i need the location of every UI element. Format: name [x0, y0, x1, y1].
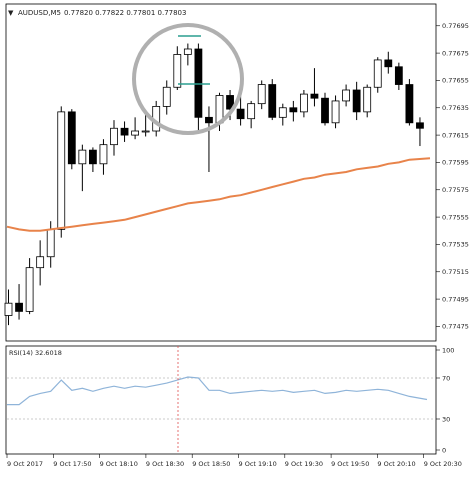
candle-bear — [405, 84, 414, 124]
moving-average-line — [6, 157, 431, 232]
price-tick-label: 0.77515 — [442, 268, 469, 276]
candle-bull — [78, 149, 87, 165]
candle-bull — [331, 100, 340, 124]
rsi-tick-label: 100 — [442, 346, 454, 354]
candle-bear — [416, 122, 424, 129]
candle-bull — [110, 127, 118, 146]
price-tick-label: 0.77575 — [442, 186, 469, 194]
time-tick-label: 9 Oct 19:50 — [331, 460, 369, 468]
rsi-tick-label: 0 — [442, 446, 446, 454]
candle-bull — [162, 86, 171, 107]
candle-bear — [236, 108, 245, 120]
price-tick-label: 0.77675 — [442, 49, 469, 57]
price-axis: 0.77695 0.77675 0.77655 0.77635 0.77615 0.775… — [436, 22, 469, 331]
candle-bull — [141, 130, 150, 133]
rsi-tick-label: 30 — [442, 415, 450, 423]
candle-bear — [226, 95, 234, 110]
candle-bear — [15, 302, 23, 312]
highlight-circle — [132, 23, 244, 135]
ohlc-readout: 0.77820 0.77822 0.77801 0.77803 — [64, 9, 186, 17]
time-tick-label: 9 Oct 19:30 — [285, 460, 323, 468]
candle-bear — [384, 59, 393, 68]
price-tick-label: 0.77475 — [442, 323, 469, 331]
price-tick-label: 0.77655 — [442, 77, 469, 85]
candle-bull — [183, 48, 192, 55]
price-tick-label: 0.77595 — [442, 159, 469, 167]
price-tick-label: 0.77535 — [442, 241, 469, 249]
price-panel[interactable] — [5, 3, 437, 342]
time-axis: 9 Oct 2017 9 Oct 17:50 9 Oct 18:10 9 Oct 18… — [6, 454, 462, 468]
candle-bull — [363, 86, 372, 113]
candle-bull — [99, 144, 108, 165]
rsi-title: RSI(14) 32.6018 — [9, 349, 62, 357]
candle-bull — [25, 267, 34, 312]
candle-bull — [299, 93, 308, 113]
candle-bear — [67, 111, 76, 165]
candle-bull — [131, 130, 140, 136]
rsi-panel[interactable] — [5, 345, 437, 455]
price-tick-label: 0.77495 — [442, 295, 469, 303]
price-tick-label: 0.77615 — [442, 131, 469, 139]
menu-dropdown-icon[interactable]: ▼ — [8, 9, 14, 17]
candle-bull — [36, 256, 45, 269]
symbol-label: AUDUSD,M5 — [18, 9, 61, 17]
rsi-tick-label: 70 — [442, 374, 450, 382]
candle-bear — [394, 66, 403, 85]
time-tick-label: 9 Oct 18:50 — [192, 460, 230, 468]
rsi-axis: 100 70 30 0 — [436, 346, 454, 454]
candle-bull — [173, 54, 182, 88]
candle-bull — [257, 84, 266, 105]
time-tick-label: 9 Oct 20:10 — [377, 460, 415, 468]
candle-bull — [247, 103, 256, 120]
time-tick-label: 9 Oct 19:10 — [239, 460, 277, 468]
time-tick-label: 9 Oct 18:10 — [100, 460, 138, 468]
time-tick-label: 9 Oct 2017 — [7, 460, 43, 468]
candle-bear — [289, 107, 298, 113]
price-tick-label: 0.77635 — [442, 104, 469, 112]
candle-bull — [4, 302, 13, 316]
price-tick-label: 0.77555 — [442, 213, 469, 221]
candle-bear — [310, 93, 319, 99]
rsi-line — [7, 376, 428, 406]
candle-bear — [89, 149, 97, 165]
time-tick-label: 9 Oct 18:30 — [146, 460, 184, 468]
candle-bull — [46, 228, 55, 258]
time-tick-label: 9 Oct 17:50 — [53, 460, 91, 468]
candle-bear — [120, 127, 129, 136]
candle-bear — [352, 89, 361, 113]
candle-bull — [278, 107, 287, 118]
rsi-layer — [7, 376, 435, 420]
candle-bear — [268, 84, 277, 118]
candle-bear — [205, 116, 213, 124]
moving-average-layer — [6, 157, 431, 232]
candle-bear — [194, 48, 203, 118]
candle-bull — [342, 89, 351, 102]
candle-bull — [57, 111, 66, 230]
candles-layer — [4, 43, 424, 326]
time-tick-label: 9 Oct 20:30 — [424, 460, 462, 468]
candle-bull — [373, 59, 382, 88]
candle-bear — [321, 97, 329, 124]
price-tick-label: 0.77695 — [442, 22, 469, 30]
